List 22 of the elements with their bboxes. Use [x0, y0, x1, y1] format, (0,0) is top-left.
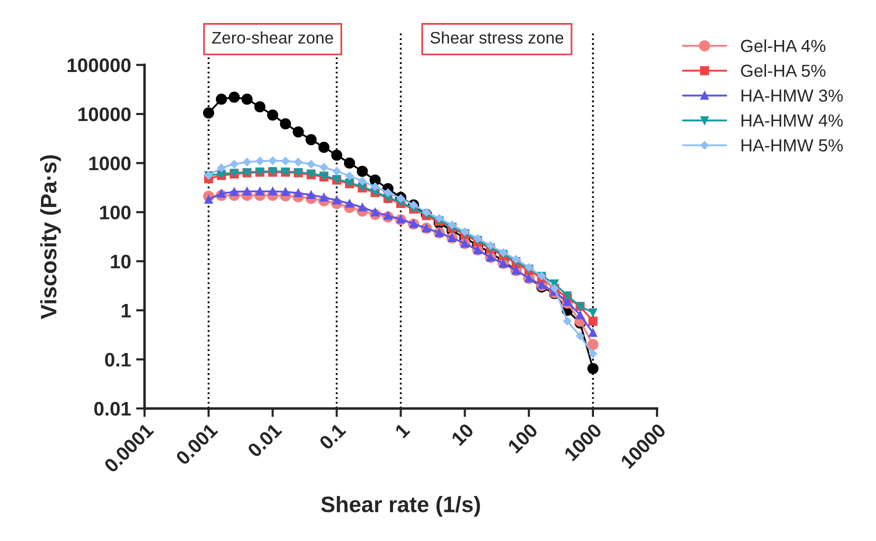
y-tick-label: 10000	[78, 107, 131, 122]
y-tick-label: 10	[110, 254, 131, 268]
legend-label: HA-HMW 4%	[742, 114, 843, 127]
legend-label: Gel-HA 5%	[741, 64, 826, 77]
y-tick-label: 100000	[68, 58, 131, 72]
y-tick-label: 1000	[89, 156, 131, 170]
x-tick-label: 10	[450, 422, 474, 446]
legend-label: HA-HMW 3%	[742, 90, 843, 102]
y-tick-label: 1	[122, 304, 131, 318]
y-tick-label: 100	[100, 206, 131, 220]
x-tick-label: 0.01	[246, 422, 282, 458]
x-tick-label: 0.1	[318, 422, 346, 450]
y-axis-title: Viscosity (Pa·s)	[40, 155, 61, 320]
y-tick-label: 0.01	[94, 402, 131, 416]
text: Shear stress zone	[430, 31, 564, 44]
legend-label: Gel-HA 4%	[741, 39, 826, 52]
legend-label: HA-HMW 5%	[742, 139, 843, 152]
text: Zero-shear zone	[212, 31, 334, 44]
x-axis-title: Shear rate (1/s)	[321, 496, 480, 517]
y-tick-label: 0.1	[105, 352, 131, 367]
x-tick-label: 1	[394, 422, 410, 438]
x-tick-label: 100	[507, 422, 538, 454]
